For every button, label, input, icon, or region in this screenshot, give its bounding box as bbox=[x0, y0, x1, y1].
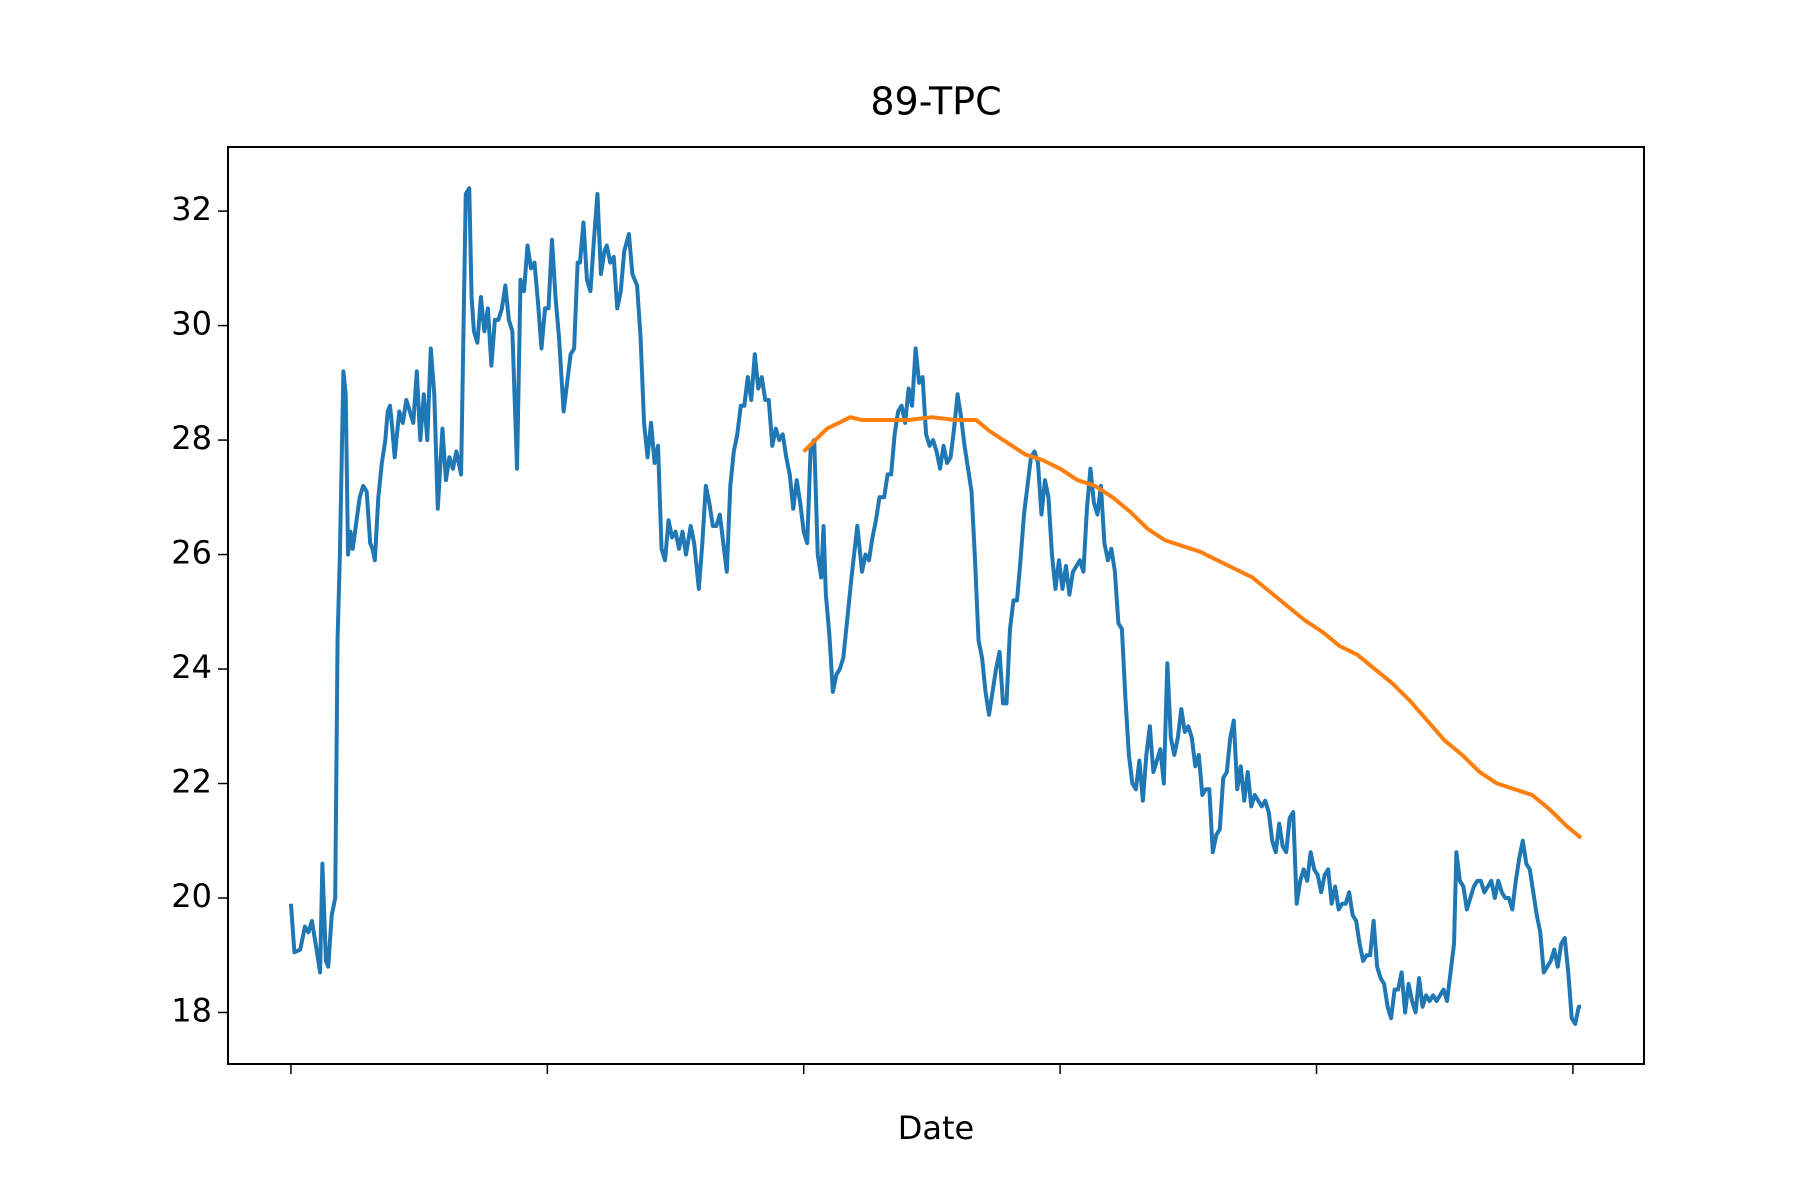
y-tick-label: 28 bbox=[171, 419, 212, 457]
plot-frame bbox=[227, 146, 1645, 1065]
y-tick-label: 32 bbox=[171, 190, 212, 228]
y-tick-label: 24 bbox=[171, 648, 212, 686]
data-line bbox=[288, 186, 1582, 1026]
y-tick-label: 18 bbox=[171, 991, 212, 1029]
y-tick-label: 26 bbox=[171, 534, 212, 572]
y-tick-label: 22 bbox=[171, 763, 212, 801]
y-tick-label: 30 bbox=[171, 305, 212, 343]
x-axis-label: Date bbox=[898, 1109, 974, 1147]
chart-title: 89-TPC bbox=[870, 80, 1001, 124]
y-tick-label: 20 bbox=[171, 877, 212, 915]
data-line bbox=[802, 415, 1583, 840]
